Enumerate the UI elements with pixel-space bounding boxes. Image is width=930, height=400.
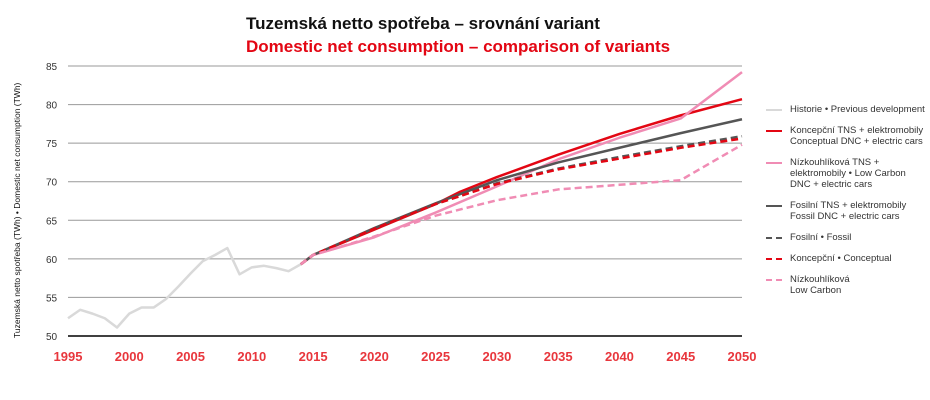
y-tick-label: 50 [46,332,58,343]
y-tick-label: 80 [46,101,58,112]
legend-item: Koncepční TNS + elektromobily Conceptual… [766,125,925,147]
legend-label: Koncepční • Conceptual [790,253,892,264]
y-axis-label: Tuzemská netto spotřeba (TWh) • Domestic… [12,82,22,338]
legend-swatch [766,279,782,281]
y-tick-label: 60 [46,255,58,266]
legend-item: Nízkouhlíková Low Carbon [766,274,925,296]
legend-item: Fosilní TNS + elektromobily Fossil DNC +… [766,200,925,222]
x-tick-label: 2010 [237,349,266,364]
legend-item: Historie • Previous development [766,104,925,115]
legend-swatch [766,162,782,164]
x-tick-label: 2040 [605,349,634,364]
x-tick-label: 2030 [482,349,511,364]
x-tick-label: 2020 [360,349,389,364]
chart-title-cz: Tuzemská netto spotřeba – srovnání varia… [246,14,600,33]
y-tick-label: 55 [46,293,58,304]
legend: Historie • Previous development Koncepční… [766,104,925,306]
series-line-3 [300,118,743,266]
legend-swatch [766,237,782,239]
x-tick-label: 2005 [176,349,205,364]
series-line-4 [300,134,743,266]
legend-label: Nízkouhlíková Low Carbon [790,274,850,296]
legend-item: Fosilní • Fossil [766,232,925,243]
legend-item: Nízkouhlíková TNS + elektromobily • Low … [766,157,925,190]
legend-label: Koncepční TNS + elektromobily Conceptual… [790,125,924,147]
x-tick-label: 2000 [115,349,144,364]
y-tick-label: 70 [46,178,58,189]
legend-label: Fosilní TNS + elektromobily Fossil DNC +… [790,200,907,222]
chart-title-en: Domestic net consumption – comparison of… [246,37,671,56]
x-tick-label: 2045 [666,349,695,364]
series-line-5 [300,137,743,266]
legend-label: Historie • Previous development [790,104,925,115]
x-tick-label: 1995 [54,349,83,364]
x-tick-label: 2050 [728,349,757,364]
legend-swatch [766,258,782,260]
legend-swatch [766,109,782,111]
legend-swatch [766,130,782,132]
y-tick-label: 65 [46,216,58,227]
y-tick-label: 75 [46,139,58,150]
legend-label: Fosilní • Fossil [790,232,852,243]
x-tick-label: 2025 [421,349,450,364]
series-line-6 [300,143,743,266]
x-tick-label: 2035 [544,349,573,364]
legend-label: Nízkouhlíková TNS + elektromobily • Low … [790,157,906,190]
legend-item: Koncepční • Conceptual [766,253,925,264]
legend-swatch [766,205,782,207]
series-line-0 [67,246,302,329]
y-tick-label: 85 [46,62,58,73]
x-tick-label: 2015 [299,349,328,364]
